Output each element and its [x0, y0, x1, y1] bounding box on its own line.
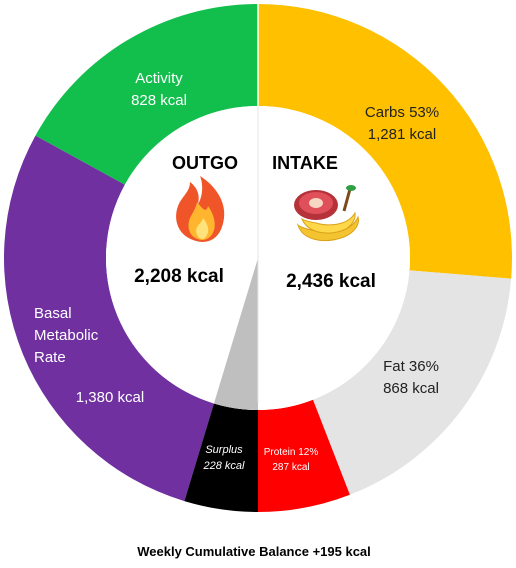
intake-header: INTAKE: [272, 153, 338, 173]
surplus-name: Surplus: [205, 444, 243, 456]
segment-label-bmr: Basal Metabolic Rate 1,380 kcal: [34, 305, 144, 406]
surplus-value: 228 kcal: [203, 460, 246, 472]
activity-value: 828 kcal: [131, 92, 187, 109]
protein-name: Protein 12%: [264, 447, 319, 458]
intake-segment-protein: [258, 399, 350, 512]
segment-label-protein: Protein 12% 287 kcal: [264, 447, 319, 473]
fat-value: 868 kcal: [383, 380, 439, 397]
carbs-value: 1,281 kcal: [368, 126, 436, 143]
intake-segment-carbs: [258, 4, 512, 279]
bmr-name-line-1: Basal: [34, 305, 72, 322]
segment-label-surplus: Surplus 228 kcal: [203, 444, 246, 472]
segment-label-activity: Activity 828 kcal: [131, 70, 187, 109]
bmr-value: 1,380 kcal: [76, 389, 144, 406]
outgo-total: 2,208 kcal: [134, 266, 224, 287]
intake-total: 2,436 kcal: [286, 271, 376, 292]
fire-icon: [176, 176, 225, 242]
surplus-inner-wedge: [213, 258, 258, 410]
outgo-header: OUTGO: [172, 153, 238, 173]
food-icon: [294, 185, 359, 241]
outgo-segment-basal: [4, 135, 214, 502]
chart-title: Weekly Cumulative Balance +195 kcal: [137, 544, 371, 559]
activity-name: Activity: [135, 70, 183, 87]
bmr-name-line-2: Metabolic: [34, 327, 99, 344]
fat-name: Fat 36%: [383, 358, 439, 375]
chart-ring: [4, 4, 512, 512]
segment-label-carbs: Carbs 53% 1,281 kcal: [365, 104, 439, 143]
carbs-name: Carbs 53%: [365, 104, 439, 121]
protein-value: 287 kcal: [272, 462, 309, 473]
bmr-name-line-3: Rate: [34, 349, 66, 366]
outgo-segment-surplus: [184, 403, 258, 512]
intake-segment-fat: [312, 270, 512, 495]
segment-label-fat: Fat 36% 868 kcal: [383, 358, 439, 397]
outgo-segment-activity: [35, 4, 258, 185]
